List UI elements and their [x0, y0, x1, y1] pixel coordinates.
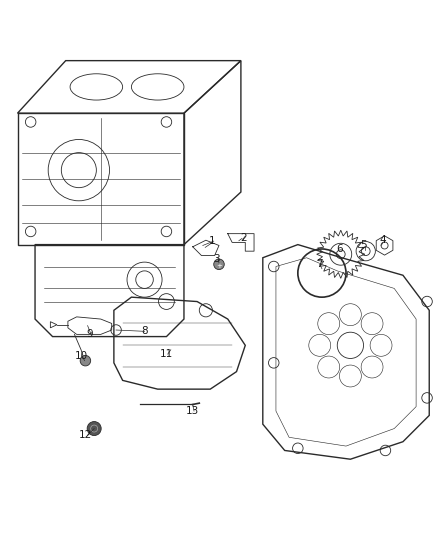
Circle shape — [80, 356, 91, 366]
Text: 6: 6 — [336, 244, 343, 254]
Text: 12: 12 — [79, 430, 92, 440]
Text: 3: 3 — [213, 254, 220, 264]
Text: 7: 7 — [316, 260, 323, 269]
Text: 11: 11 — [160, 349, 173, 359]
Text: 9: 9 — [86, 329, 93, 340]
Text: 4: 4 — [380, 235, 387, 245]
Text: 10: 10 — [74, 351, 88, 361]
Circle shape — [214, 259, 224, 270]
Circle shape — [87, 422, 101, 435]
Text: 2: 2 — [240, 233, 247, 243]
Text: +: + — [216, 263, 222, 270]
Text: 5: 5 — [360, 240, 367, 251]
Text: 1: 1 — [209, 236, 216, 246]
Text: 13: 13 — [186, 406, 199, 416]
Text: 8: 8 — [141, 326, 148, 336]
